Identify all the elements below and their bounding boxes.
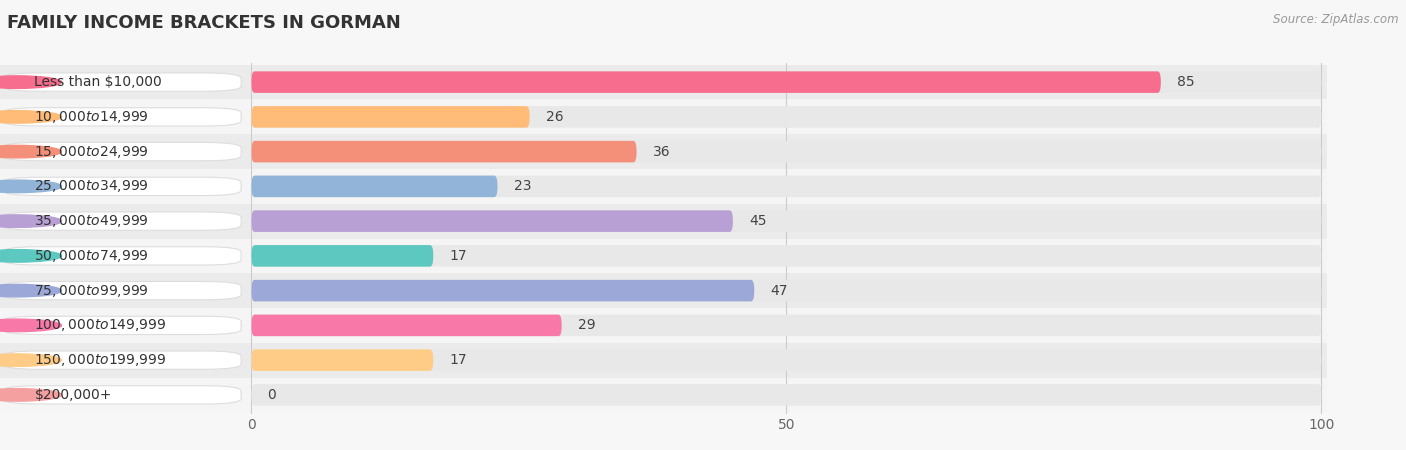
FancyBboxPatch shape [252,141,637,162]
FancyBboxPatch shape [3,316,242,334]
Circle shape [0,319,62,332]
FancyBboxPatch shape [252,176,1322,197]
FancyBboxPatch shape [252,210,1322,232]
Text: Source: ZipAtlas.com: Source: ZipAtlas.com [1274,14,1399,27]
FancyBboxPatch shape [246,343,1327,378]
Text: FAMILY INCOME BRACKETS IN GORMAN: FAMILY INCOME BRACKETS IN GORMAN [7,14,401,32]
Circle shape [0,284,62,297]
FancyBboxPatch shape [3,143,242,161]
Text: $25,000 to $34,999: $25,000 to $34,999 [35,178,149,194]
Circle shape [0,354,62,366]
Circle shape [0,389,62,401]
Circle shape [0,180,62,193]
Text: 85: 85 [1177,75,1195,89]
FancyBboxPatch shape [252,315,1322,336]
FancyBboxPatch shape [3,386,242,404]
FancyBboxPatch shape [252,245,1322,267]
FancyBboxPatch shape [3,177,242,196]
Text: 17: 17 [450,249,467,263]
FancyBboxPatch shape [0,134,246,169]
Text: $35,000 to $49,999: $35,000 to $49,999 [35,213,149,229]
FancyBboxPatch shape [246,308,1327,343]
Text: $50,000 to $74,999: $50,000 to $74,999 [35,248,149,264]
Text: 17: 17 [450,353,467,367]
Text: $15,000 to $24,999: $15,000 to $24,999 [35,144,149,160]
FancyBboxPatch shape [0,273,246,308]
FancyBboxPatch shape [252,106,530,128]
FancyBboxPatch shape [252,280,754,302]
FancyBboxPatch shape [0,238,246,273]
Text: 47: 47 [770,284,787,297]
Text: 29: 29 [578,319,595,333]
FancyBboxPatch shape [246,204,1327,238]
FancyBboxPatch shape [252,280,1322,302]
FancyBboxPatch shape [246,65,1327,99]
FancyBboxPatch shape [246,273,1327,308]
Text: 45: 45 [749,214,766,228]
FancyBboxPatch shape [246,169,1327,204]
FancyBboxPatch shape [246,134,1327,169]
Text: 36: 36 [652,144,671,158]
FancyBboxPatch shape [3,212,242,230]
FancyBboxPatch shape [0,308,246,343]
FancyBboxPatch shape [252,349,1322,371]
Circle shape [0,111,62,123]
FancyBboxPatch shape [0,378,246,412]
FancyBboxPatch shape [252,72,1322,93]
FancyBboxPatch shape [0,99,246,134]
FancyBboxPatch shape [252,315,561,336]
FancyBboxPatch shape [3,73,242,91]
Text: 26: 26 [546,110,564,124]
FancyBboxPatch shape [3,108,242,126]
FancyBboxPatch shape [0,343,246,378]
FancyBboxPatch shape [252,349,433,371]
Text: 23: 23 [513,180,531,194]
FancyBboxPatch shape [3,281,242,300]
FancyBboxPatch shape [252,141,1322,162]
Text: $150,000 to $199,999: $150,000 to $199,999 [35,352,167,368]
Text: Less than $10,000: Less than $10,000 [35,75,162,89]
FancyBboxPatch shape [252,245,433,267]
Text: $75,000 to $99,999: $75,000 to $99,999 [35,283,149,299]
FancyBboxPatch shape [0,204,246,238]
Text: $200,000+: $200,000+ [35,388,112,402]
FancyBboxPatch shape [246,99,1327,134]
FancyBboxPatch shape [246,238,1327,273]
Circle shape [0,145,62,158]
FancyBboxPatch shape [252,210,733,232]
Text: 0: 0 [267,388,276,402]
FancyBboxPatch shape [0,169,246,204]
Text: $10,000 to $14,999: $10,000 to $14,999 [35,109,149,125]
FancyBboxPatch shape [252,106,1322,128]
FancyBboxPatch shape [252,72,1161,93]
Circle shape [0,215,62,227]
FancyBboxPatch shape [0,65,246,99]
Circle shape [0,76,62,88]
Text: $100,000 to $149,999: $100,000 to $149,999 [35,317,167,333]
FancyBboxPatch shape [252,384,1322,405]
FancyBboxPatch shape [3,351,242,369]
FancyBboxPatch shape [246,378,1327,412]
FancyBboxPatch shape [3,247,242,265]
Circle shape [0,250,62,262]
FancyBboxPatch shape [252,176,498,197]
